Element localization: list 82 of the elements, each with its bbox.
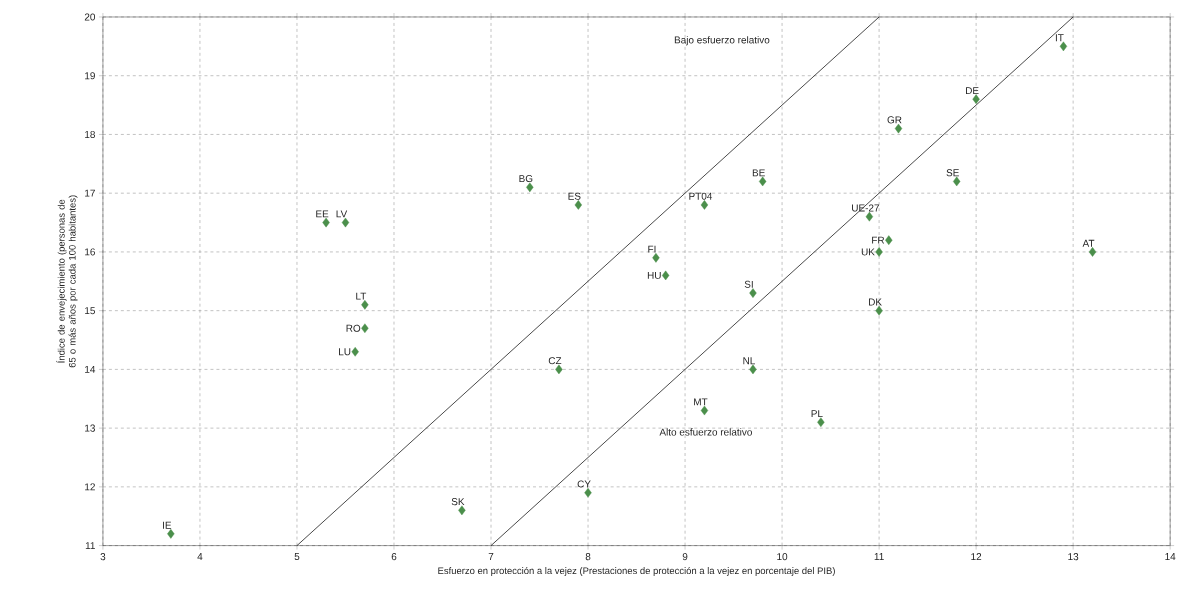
annotation: IE — [163, 522, 172, 529]
x-tick-label: 9 — [682, 553, 688, 561]
point — [584, 488, 592, 498]
y-tick-label: 18 — [85, 131, 95, 139]
annotation: LV — [336, 210, 348, 218]
annotation: BG — [519, 175, 533, 183]
point — [662, 270, 670, 281]
annotation: EE — [316, 210, 329, 218]
annotation: IT — [1055, 34, 1064, 42]
point — [759, 176, 767, 187]
point — [875, 306, 883, 316]
annotation: CZ — [548, 357, 562, 365]
point — [700, 405, 709, 416]
x-tick-label: 10 — [777, 553, 788, 561]
annotation: SI — [744, 281, 753, 289]
x-tick-label: 3 — [100, 553, 106, 561]
annotation: RO — [346, 324, 361, 333]
y-axis-title: Índice de envejecimiento (personas de 65 o más años por cada 100 habitantes) — [56, 195, 78, 368]
annotation: UE-27 — [852, 204, 880, 212]
annotation: CY — [577, 480, 591, 488]
point — [526, 182, 534, 193]
point — [361, 323, 369, 334]
x-tick-label: 13 — [1068, 553, 1079, 561]
point — [361, 300, 369, 310]
annotation: BE — [752, 169, 765, 177]
point — [1088, 247, 1097, 257]
point — [574, 200, 582, 210]
annotation: FI — [648, 245, 656, 253]
point — [322, 217, 330, 228]
y-tick-label: 19 — [85, 72, 95, 80]
point — [652, 253, 660, 263]
point — [972, 94, 980, 105]
point — [749, 288, 757, 299]
y-tick-label: 16 — [85, 248, 95, 256]
point — [749, 364, 757, 375]
annotation: DK — [868, 298, 882, 306]
y-tick-label: 13 — [85, 424, 95, 432]
annotation: AT — [1082, 240, 1095, 247]
y-tick-label: 14 — [85, 366, 96, 374]
point — [885, 235, 893, 246]
annotation: PL — [811, 410, 823, 418]
x-tick-label: 11 — [874, 553, 884, 561]
annotation: LT — [356, 292, 367, 300]
annotation: MT — [694, 398, 708, 406]
point — [875, 247, 883, 257]
annotation: UK — [861, 248, 875, 256]
annotation: NL — [743, 357, 756, 365]
annotation: HU — [647, 272, 661, 280]
annotation: LU — [339, 348, 351, 356]
annotation: DE — [966, 87, 979, 95]
x-tick-label: 6 — [391, 553, 397, 561]
x-tick-label: 7 — [488, 553, 494, 561]
point — [167, 529, 175, 539]
point — [817, 417, 825, 428]
point — [341, 217, 350, 228]
y-tick-label: 11 — [85, 542, 95, 550]
point — [953, 176, 961, 187]
annotation: FR — [872, 236, 885, 244]
point — [700, 200, 709, 210]
y-tick-label: 20 — [84, 13, 96, 21]
x-axis-title: Esfuerzo en protección a la vejez (Prestaciones de protección a la vejez en porcentaje del PIB) — [438, 567, 835, 577]
y-tick-label: 15 — [85, 307, 95, 315]
annotation: Alto esfuerzo relativo — [659, 428, 752, 436]
annotation: SE — [946, 169, 959, 177]
annotation: SK — [451, 498, 465, 506]
x-tick-label: 14 — [1165, 553, 1176, 561]
x-tick-label: 5 — [294, 553, 300, 561]
annotation: PT04 — [689, 192, 713, 200]
point — [1059, 41, 1068, 52]
annotation: Bajo esfuerzo relativo — [674, 36, 770, 46]
point — [458, 505, 466, 516]
point — [894, 124, 903, 134]
x-tick-label: 4 — [197, 553, 203, 561]
annotation: GR — [887, 116, 902, 124]
point — [865, 212, 874, 222]
point — [555, 364, 563, 375]
y-tick-label: 17 — [85, 189, 95, 197]
annotation: ES — [568, 192, 581, 200]
x-tick-label: 8 — [585, 553, 591, 561]
x-tick-label: 12 — [971, 553, 982, 561]
point — [351, 347, 359, 357]
y-tick-label: 12 — [85, 483, 95, 491]
